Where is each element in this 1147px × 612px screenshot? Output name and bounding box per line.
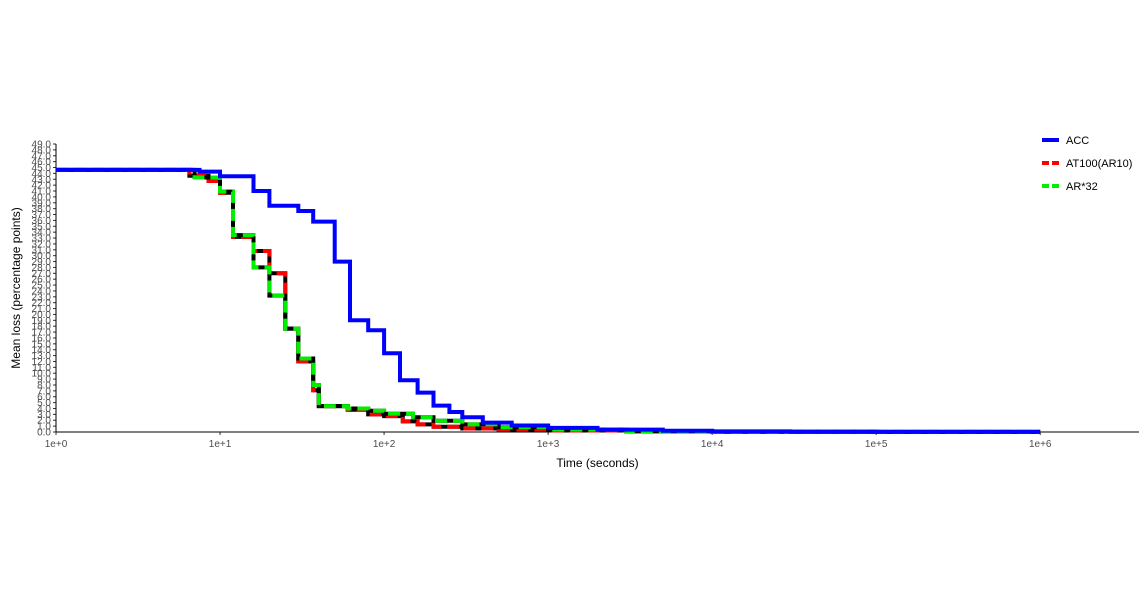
x-axis-title: Time (seconds) [556, 456, 638, 470]
series-line-ar-32 [56, 167, 1041, 434]
y-tick-label: 45.0 [32, 163, 52, 174]
y-tick-label: 11.0 [32, 363, 51, 374]
y-tick-label: 22.0 [32, 298, 52, 309]
y-tick-label: 23.0 [32, 292, 52, 303]
y-tick-label: 34.0 [32, 228, 52, 239]
y-tick-label: 32.0 [32, 239, 52, 250]
y-tick-label: 35.0 [32, 222, 52, 233]
y-tick-label: 6.0 [37, 392, 51, 403]
y-tick-label: 27.0 [32, 269, 52, 280]
y-tick-label: 26.0 [32, 275, 52, 286]
y-tick-label: 1.0 [37, 422, 51, 433]
y-tick-label: 43.0 [32, 175, 52, 186]
y-tick-label: 4.0 [37, 404, 51, 415]
y-tick-label: 31.0 [32, 245, 52, 256]
y-tick-label: 24.0 [32, 286, 52, 297]
x-tick-label: 1e+3 [537, 439, 560, 450]
y-tick-label: 41.0 [32, 187, 52, 198]
legend-label: ACC [1066, 135, 1089, 147]
y-tick-label: 10.0 [32, 369, 52, 380]
y-tick-label: 29.0 [32, 257, 52, 268]
x-tick-label: 1e+6 [1029, 439, 1052, 450]
y-tick-label: 40.0 [32, 192, 52, 203]
y-tick-label: 39.0 [32, 198, 52, 209]
x-tick-label: 1e+4 [701, 439, 724, 450]
series-line-acc [56, 167, 1041, 434]
legend: ACC AT100(AR10) AR*32 [1042, 135, 1132, 193]
y-tick-label: 33.0 [32, 234, 52, 245]
y-tick-label: 9.0 [37, 375, 51, 386]
y-tick-label: 17.0 [32, 328, 52, 339]
y-tick-label: 36.0 [32, 216, 52, 227]
y-tick-label: 14.0 [32, 345, 52, 356]
y-tick-label: 18.0 [32, 322, 52, 333]
series-layer [56, 167, 1041, 434]
y-tick-label: 25.0 [32, 281, 52, 292]
legend-label: AT100(AR10) [1066, 158, 1132, 170]
y-tick-label: 28.0 [32, 263, 52, 274]
y-tick-label: 38.0 [32, 204, 52, 215]
y-tick-label: 13.0 [32, 351, 52, 362]
y-tick-label: 3.0 [37, 410, 51, 421]
y-tick-label: 7.0 [37, 386, 51, 397]
y-axis-title: Mean loss (percentage points) [9, 207, 23, 368]
y-tick-label: 49.0 [32, 140, 52, 151]
y-tick-label: 12.0 [32, 357, 52, 368]
y-tick-label: 15.0 [32, 339, 52, 350]
y-tick-label: 48.0 [32, 145, 52, 156]
y-tick-label: 42.0 [32, 181, 52, 192]
x-tick-label: 1e+2 [373, 439, 396, 450]
series-line-underlay [56, 167, 1041, 434]
x-tick-label: 1e+5 [865, 439, 888, 450]
y-tick-label: 47.0 [32, 151, 52, 162]
y-tick-label: 5.0 [37, 398, 51, 409]
y-tick-label: 21.0 [32, 304, 52, 315]
y-axis-ticks: 0.01.02.03.04.05.06.07.08.09.010.011.012… [32, 140, 56, 439]
y-tick-label: 20.0 [32, 310, 52, 321]
y-tick-label: 37.0 [32, 210, 52, 221]
y-tick-label: 16.0 [32, 333, 52, 344]
y-tick-label: 30.0 [32, 251, 52, 262]
series-line-at100-ar10- [56, 167, 1041, 434]
y-tick-label: 0.0 [37, 428, 51, 439]
x-tick-label: 1e+1 [209, 439, 232, 450]
legend-label: AR*32 [1066, 181, 1098, 193]
y-tick-label: 8.0 [37, 380, 51, 391]
y-tick-label: 46.0 [32, 157, 52, 168]
series-line-underlay [56, 167, 1041, 434]
y-tick-label: 44.0 [32, 169, 52, 180]
y-tick-label: 2.0 [37, 416, 51, 427]
y-tick-label: 19.0 [32, 316, 52, 327]
x-tick-label: 1e+0 [45, 439, 68, 450]
x-axis-ticks: 1e+0 1e+1 1e+2 1e+3 1e+4 1e+5 1e+6 [45, 432, 1052, 450]
